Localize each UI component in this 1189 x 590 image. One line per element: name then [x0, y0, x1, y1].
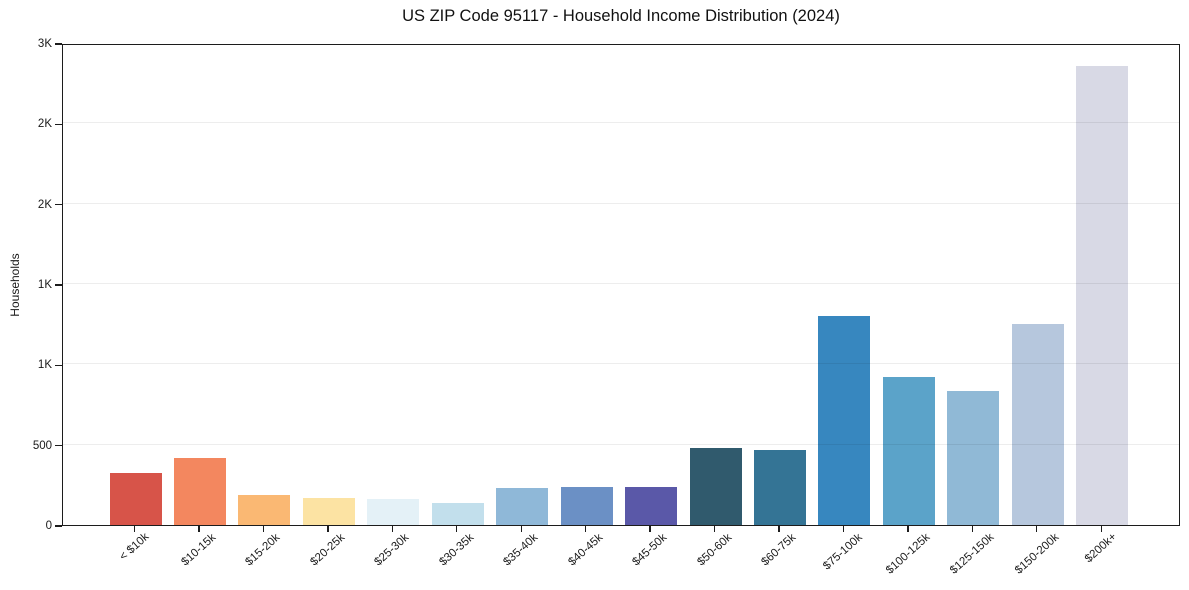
x-tick-mark: [907, 526, 909, 532]
x-tick-label: $30-35k: [437, 531, 476, 568]
bar: [238, 495, 291, 525]
y-tick-label: 2K: [37, 118, 52, 131]
x-tick-label: $40-45k: [565, 531, 605, 568]
gridline: [63, 122, 1179, 124]
bar: [947, 390, 1000, 525]
bar: [689, 447, 742, 525]
y-tick-mark: [55, 203, 62, 206]
y-tick-label: 1K: [37, 279, 52, 291]
y-tick-mark: [55, 525, 62, 527]
gridline: [63, 202, 1179, 204]
x-tick-label: $75-100k: [821, 531, 866, 573]
x-tick-label: $35-40k: [501, 531, 541, 568]
x-tick-mark: [133, 526, 136, 532]
x-tick-mark: [262, 526, 265, 532]
x-tick-mark: [327, 526, 329, 532]
bar: [625, 487, 678, 525]
y-tick-label: 1K: [37, 359, 52, 372]
x-tick-mark: [198, 526, 200, 532]
bar: [1076, 65, 1129, 525]
x-tick-mark: [584, 526, 587, 532]
x-tick-mark: [520, 526, 522, 532]
plot-area: [62, 44, 1180, 526]
bar: [882, 377, 935, 525]
x-tick-mark: [391, 526, 393, 532]
x-tick-label: $15-20k: [243, 531, 283, 568]
bar: [1011, 324, 1064, 525]
x-tick-mark: [713, 526, 716, 532]
x-tick-mark: [456, 526, 458, 532]
x-tick-label: $10-15k: [179, 531, 219, 568]
y-tick-mark: [55, 43, 62, 45]
x-tick-mark: [1100, 526, 1102, 532]
chart-title: US ZIP Code 95117 - Household Income Dis…: [402, 7, 840, 25]
y-axis-label: Households: [8, 253, 22, 317]
x-tick-label: $45-50k: [630, 531, 670, 568]
x-tick-label: < $10k: [117, 531, 152, 564]
y-tick-mark: [55, 364, 62, 367]
x-tick-mark: [971, 526, 974, 532]
y-tick-mark: [55, 444, 62, 447]
y-tick-mark: [55, 284, 62, 286]
x-tick-label: $125-150k: [948, 530, 997, 577]
y-tick-label: 0: [45, 520, 52, 532]
x-tick-label: $60-75k: [759, 531, 799, 568]
bar: [302, 497, 355, 525]
x-tick-label: $100-125k: [883, 530, 933, 577]
y-tick-label: 500: [32, 439, 52, 452]
bar: [560, 487, 613, 525]
bar: [109, 472, 162, 525]
y-tick-label: 2K: [37, 198, 52, 211]
x-tick-mark: [649, 526, 651, 532]
y-tick-label: 3K: [37, 38, 52, 50]
bar: [754, 449, 806, 525]
y-tick-mark: [55, 123, 62, 126]
x-tick-label: $200k+: [1083, 530, 1120, 566]
x-tick-mark: [842, 526, 845, 532]
bar: [367, 499, 420, 525]
x-tick-mark: [778, 526, 780, 532]
bar: [818, 316, 871, 525]
bar: [173, 457, 226, 525]
gridline: [63, 283, 1179, 284]
x-tick-label: $25-30k: [372, 531, 412, 568]
x-tick-label: $20-25k: [308, 531, 348, 568]
bar: [496, 488, 549, 525]
x-tick-mark: [1036, 526, 1038, 532]
bar: [431, 502, 484, 525]
x-tick-label: $150-200k: [1012, 530, 1062, 577]
x-tick-label: $50-60k: [694, 531, 734, 568]
